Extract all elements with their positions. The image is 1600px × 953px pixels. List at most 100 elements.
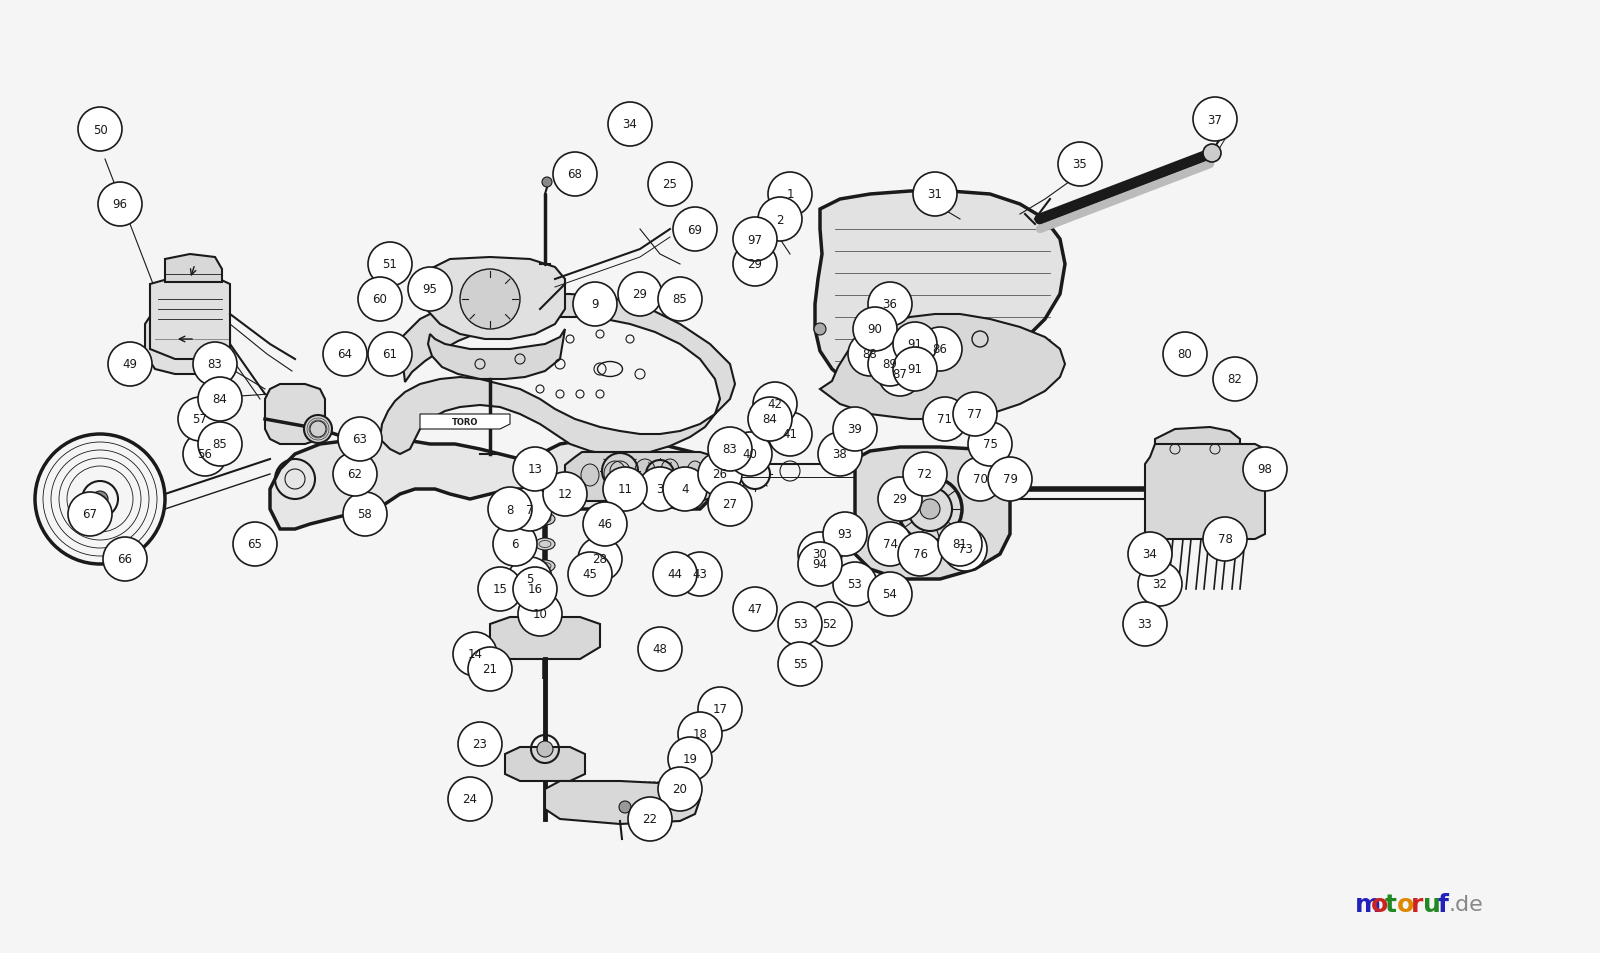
Circle shape [542,473,587,517]
Circle shape [640,809,650,820]
Text: 25: 25 [662,178,677,192]
Circle shape [338,417,382,461]
Text: 23: 23 [472,738,488,751]
Circle shape [968,422,1013,467]
Text: 84: 84 [213,393,227,406]
Circle shape [768,413,813,456]
Circle shape [1203,517,1246,561]
Text: 79: 79 [1003,473,1018,486]
Circle shape [78,108,122,152]
Circle shape [914,172,957,216]
Ellipse shape [534,514,555,525]
Text: 40: 40 [742,448,757,461]
PathPatch shape [419,415,510,430]
Text: 26: 26 [712,468,728,481]
Circle shape [1243,448,1286,492]
Circle shape [758,198,802,242]
Circle shape [822,513,867,557]
Circle shape [478,567,522,612]
Circle shape [358,277,402,322]
Text: 90: 90 [867,323,883,336]
Circle shape [178,397,222,441]
Text: 34: 34 [1142,548,1157,561]
Circle shape [568,553,611,597]
Text: 72: 72 [917,468,933,481]
Circle shape [834,408,877,452]
Circle shape [733,243,778,287]
Text: 49: 49 [123,358,138,371]
Circle shape [749,397,792,441]
Circle shape [638,627,682,671]
Circle shape [1194,98,1237,142]
Text: 13: 13 [528,463,542,476]
Text: 38: 38 [832,448,848,461]
Text: 14: 14 [467,648,483,660]
Text: 12: 12 [557,488,573,501]
PathPatch shape [565,453,725,501]
Circle shape [518,593,562,637]
Text: r: r [1411,892,1424,916]
Text: 18: 18 [693,728,707,740]
Circle shape [619,801,630,813]
Circle shape [728,433,771,476]
Text: 97: 97 [747,233,763,246]
Circle shape [554,152,597,196]
Circle shape [514,567,557,612]
Circle shape [1213,357,1258,401]
Circle shape [458,722,502,766]
Text: 98: 98 [1258,463,1272,476]
Text: 29: 29 [747,258,763,272]
Text: 82: 82 [1227,374,1243,386]
Text: .de: .de [1450,894,1483,914]
Text: 35: 35 [1072,158,1088,172]
Text: 31: 31 [928,189,942,201]
PathPatch shape [854,448,1010,579]
Text: 85: 85 [672,294,688,306]
Circle shape [733,218,778,262]
Ellipse shape [534,583,555,596]
Text: 22: 22 [643,813,658,825]
Circle shape [102,537,147,581]
Circle shape [1058,143,1102,187]
Circle shape [814,324,826,335]
Circle shape [754,382,797,427]
Circle shape [678,553,722,597]
PathPatch shape [165,254,222,283]
Circle shape [1123,602,1166,646]
Text: 9: 9 [592,298,598,312]
Text: 50: 50 [93,123,107,136]
Circle shape [198,422,242,467]
PathPatch shape [429,330,565,379]
Circle shape [878,477,922,521]
Text: 44: 44 [667,568,683,581]
Ellipse shape [635,459,654,482]
Circle shape [648,163,691,207]
Text: 80: 80 [1178,348,1192,361]
Text: 37: 37 [1208,113,1222,127]
Circle shape [867,343,912,387]
Circle shape [893,348,938,392]
Text: 53: 53 [848,578,862,591]
Circle shape [493,522,538,566]
PathPatch shape [1155,428,1240,470]
Text: 75: 75 [982,438,997,451]
Circle shape [1163,333,1206,376]
Text: 74: 74 [883,537,898,551]
Text: 8: 8 [506,503,514,516]
Circle shape [658,767,702,811]
Text: 21: 21 [483,662,498,676]
Text: 29: 29 [893,493,907,506]
Circle shape [920,499,941,519]
Circle shape [333,453,378,497]
Text: 6: 6 [512,537,518,551]
Text: 63: 63 [352,433,368,446]
Text: 2: 2 [776,213,784,226]
Circle shape [853,308,898,352]
Text: 41: 41 [782,428,797,441]
Ellipse shape [661,459,678,481]
Text: 94: 94 [813,558,827,571]
Circle shape [582,502,627,546]
Ellipse shape [605,461,626,486]
Text: m: m [1355,892,1381,916]
PathPatch shape [546,781,701,824]
